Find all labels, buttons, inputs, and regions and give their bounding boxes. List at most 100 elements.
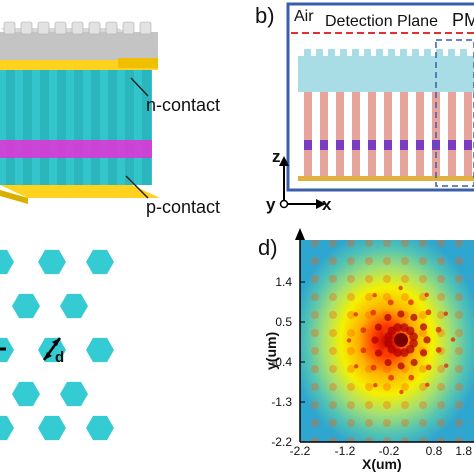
cap-bump [88,21,101,35]
heat-spot [444,363,449,368]
heat-spot [410,358,418,367]
heat-spot [393,323,402,332]
hexagon [38,249,66,275]
cap-bump [3,21,16,35]
nanowire [125,70,134,185]
cap-bump [20,21,33,35]
n-contact-label: n-contact [146,95,220,115]
section-bump [424,49,431,57]
p-contact-leader [125,175,149,199]
air-label: Air [294,8,314,25]
x-tick-label: -0.2 [379,444,400,458]
nanowire [142,70,151,185]
nanowire [74,70,83,185]
heat-spot [372,293,377,298]
pm-label: PM [452,10,474,30]
section-wire [304,92,312,176]
cap-bump [37,21,50,35]
heat-spot [408,374,415,381]
n-contact-leader [130,77,149,97]
heat-spot [384,313,392,322]
nanowire [108,70,117,185]
hexagon [86,415,114,441]
section-quantum-well [448,140,456,150]
cross-section-bumps [304,49,467,57]
heat-spot [425,309,432,316]
heat-spot [387,299,394,306]
section-quantum-well [416,140,424,150]
section-wire [384,92,392,176]
nanowire [6,70,15,185]
heat-spot [371,336,379,344]
section-wire [464,92,472,176]
heatmap [300,240,474,442]
p-contact-label: p-contact [146,197,220,217]
heat-spot [420,349,428,357]
detection-plane-label: Detection Plane [325,13,438,30]
section-bump [460,49,467,57]
nanowire [91,70,100,185]
heat-spot [443,311,448,316]
dimension-label: d [55,349,64,366]
heat-spot [374,323,382,331]
panel-d-label: d) [258,235,278,260]
axis-triad [279,156,326,209]
section-bump [448,49,455,57]
section-bump [400,49,407,57]
heat-spot [424,292,429,297]
x-tick-label: 0.8 [426,444,443,458]
hexagon [0,337,14,363]
heat-spot [399,389,404,395]
section-bump [328,49,335,57]
pm-region-outline [435,39,474,187]
heat-spot [450,337,456,342]
section-wire [336,92,344,176]
y-axis-label: y(um) [263,332,279,370]
heat-spot [370,364,377,371]
hexagon-lattice [0,249,114,441]
y-tick-label: 1.4 [275,275,292,289]
cap-bump [139,21,152,35]
heat-spot [354,364,359,369]
hexagon [12,293,40,319]
heat-spot [370,309,377,316]
section-wire [416,92,424,176]
section-quantum-well [352,140,360,150]
axis-z-label: z [272,147,281,166]
hexagon [86,337,114,363]
heat-center [394,333,408,347]
section-quantum-well [320,140,328,150]
x-tick-label: 1.8 [455,444,472,458]
section-wire [400,92,408,176]
heat-spot [398,285,403,291]
hexagon [38,415,66,441]
nanowire [57,70,66,185]
axis-x-label: x [322,195,332,214]
heat-spot [346,338,352,343]
heatmap-axes [295,228,474,443]
x-tick-labels: -2.2 -1.2 -0.2 0.8 1.8 [290,444,473,458]
x-axis-label: X(um) [362,456,402,472]
y-tick-labels: 1.4 0.5 -0.4 -1.3 -2.2 [271,275,305,449]
section-quantum-well [336,140,344,150]
nanowire [40,70,49,185]
panel-b-label: b) [255,3,275,28]
section-bump [376,49,383,57]
hexagon [0,249,14,275]
section-bump [316,49,323,57]
section-quantum-well [384,140,392,150]
section-bump [388,49,395,57]
section-bump [352,49,359,57]
y-tick-label: -0.4 [271,355,292,369]
section-bump [412,49,419,57]
cap-bump [54,21,67,35]
hexagon [12,381,40,407]
heat-spot [384,339,393,348]
heat-spot [384,359,392,367]
heatmap-spots [346,285,456,395]
hexagon [60,381,88,407]
heat-spot [435,347,442,353]
section-bump [364,49,371,57]
heat-spot [397,310,405,318]
y-tick-label: -1.3 [271,395,292,409]
